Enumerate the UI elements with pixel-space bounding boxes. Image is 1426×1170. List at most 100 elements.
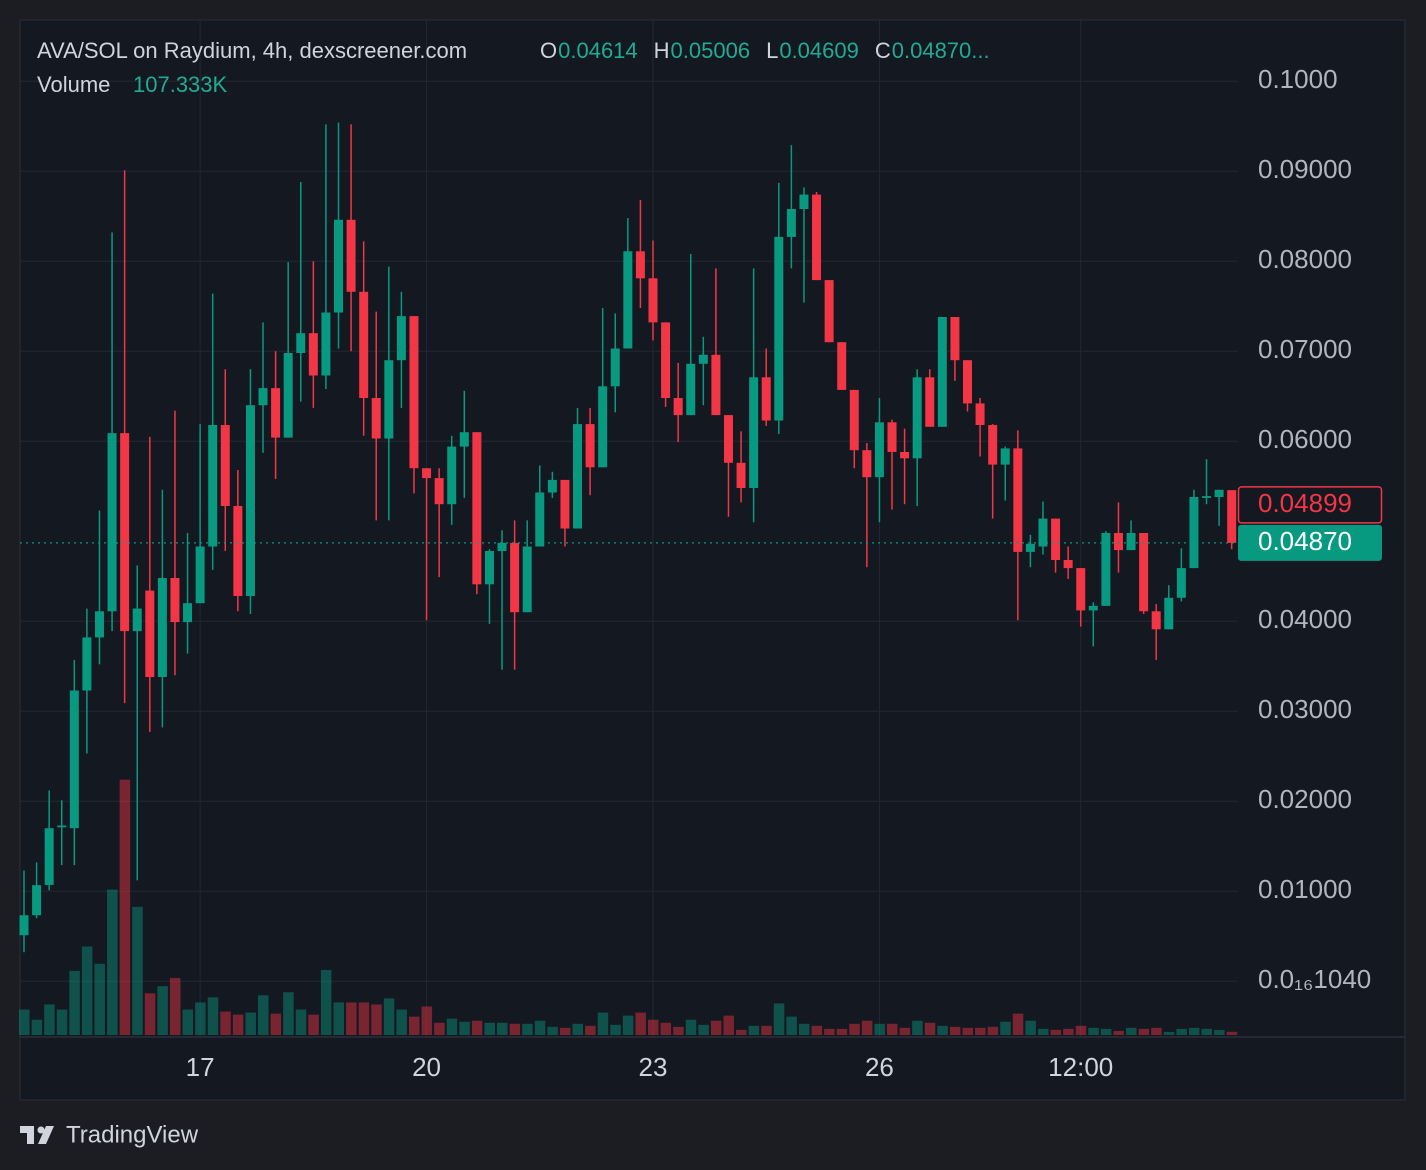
volume-bar [597,1012,609,1035]
volume-bar [1163,1031,1175,1035]
volume-bar [1025,1020,1036,1035]
volume-bar [773,1003,785,1035]
candle-body [950,317,960,361]
candle-body [573,424,583,529]
candle-body [195,546,205,604]
volume-bar [169,978,181,1035]
volume-bar [132,906,143,1035]
volume-bar [509,1023,521,1035]
candle-body [1139,533,1149,612]
candle-body [1176,568,1186,598]
candle-body [887,422,897,452]
candle-body [1214,489,1224,497]
volume-bar [824,1028,835,1035]
volume-bar [1201,1028,1213,1035]
candle-body [837,342,847,390]
header-title: AVA/SOL on Raydium, 4h, dexscreener.com [37,38,467,63]
candle-body [963,360,972,404]
x-tick-label: 20 [412,1052,441,1082]
volume-bar [182,1009,194,1035]
candle-body [145,590,155,677]
ohlc-key: O [540,38,557,63]
volume-bar [761,1025,772,1035]
volume-bar [635,1012,646,1035]
volume-bar [836,1028,848,1035]
axes: 0.1000 0.09000 0.08000 0.07000 0.06000 0.0400… [20,64,1383,1082]
ohlc-value: 0.04870... [892,38,990,63]
volume-bar [698,1024,709,1035]
volume-bar [333,1002,344,1035]
candle-body [1101,533,1111,606]
volume-bar [383,998,395,1035]
volume-bar [320,969,332,1035]
candle-body [912,377,922,459]
volume-bar [69,970,80,1035]
candle-body [82,637,92,691]
candle-body [1025,543,1035,552]
candle-body [736,462,746,488]
volume-bar [962,1027,973,1035]
logo-part [37,1126,45,1134]
y-tick-label: 0.03000 [1258,694,1352,724]
candle-layer [19,122,1237,953]
candle-body [610,348,620,387]
candle-body [723,415,733,463]
x-tick-label: 17 [186,1052,215,1082]
volume-bar [924,1022,936,1035]
volume-bar [1088,1027,1099,1035]
volume-bar [849,1023,860,1035]
y-tick-label: 0.02000 [1258,784,1352,814]
volume-bar [421,1006,433,1035]
ohlc-value: 0.04614 [558,38,638,63]
volume-bar [396,1009,407,1035]
candle-body [472,432,482,585]
brand-name: TradingView [66,1121,199,1148]
volume-bar [220,1011,231,1035]
volume-bar [874,1023,885,1035]
volume-bar [1226,1031,1238,1035]
candle-body [359,291,369,398]
price-label-box [1238,524,1382,561]
volume-bar [1100,1028,1112,1035]
candle-body [422,468,432,479]
candle-body [32,885,42,916]
candle-body [321,312,331,376]
candle-body [661,322,671,398]
candle-body [334,219,343,313]
volume-bar [31,1019,43,1035]
volume-bar [912,1020,923,1035]
candle-body [1189,497,1199,569]
volume-bar [119,779,131,1035]
volume-bar [987,1026,999,1035]
volume-bar [685,1019,697,1035]
volume-bar [522,1023,533,1035]
candle-body [1063,560,1073,569]
candle-body [925,377,935,427]
candle-body [774,236,784,421]
candle-body [535,492,545,547]
candle-body [271,388,281,438]
ohlc-key: C [875,38,891,63]
candle-body [1051,518,1061,560]
volume-bar [207,997,219,1035]
volume-label: Volume [37,72,110,97]
candle-body [749,377,759,488]
volume-bar [1126,1027,1137,1035]
volume-bar [648,1019,659,1035]
volume-bar [1138,1028,1150,1035]
candle-body [585,424,595,468]
volume-bar [232,1014,244,1035]
candle-body [132,608,142,632]
ohlc-key: L [766,38,778,63]
volume-bar [786,1016,797,1035]
y-tick-label: 0.09000 [1258,154,1352,184]
candle-body [447,446,457,505]
volume-bar [1000,1021,1011,1035]
candle-body [220,425,230,506]
volume-bar [346,1002,357,1035]
candle-body [698,354,708,364]
candle-body [937,317,947,427]
candle-body [308,333,318,376]
